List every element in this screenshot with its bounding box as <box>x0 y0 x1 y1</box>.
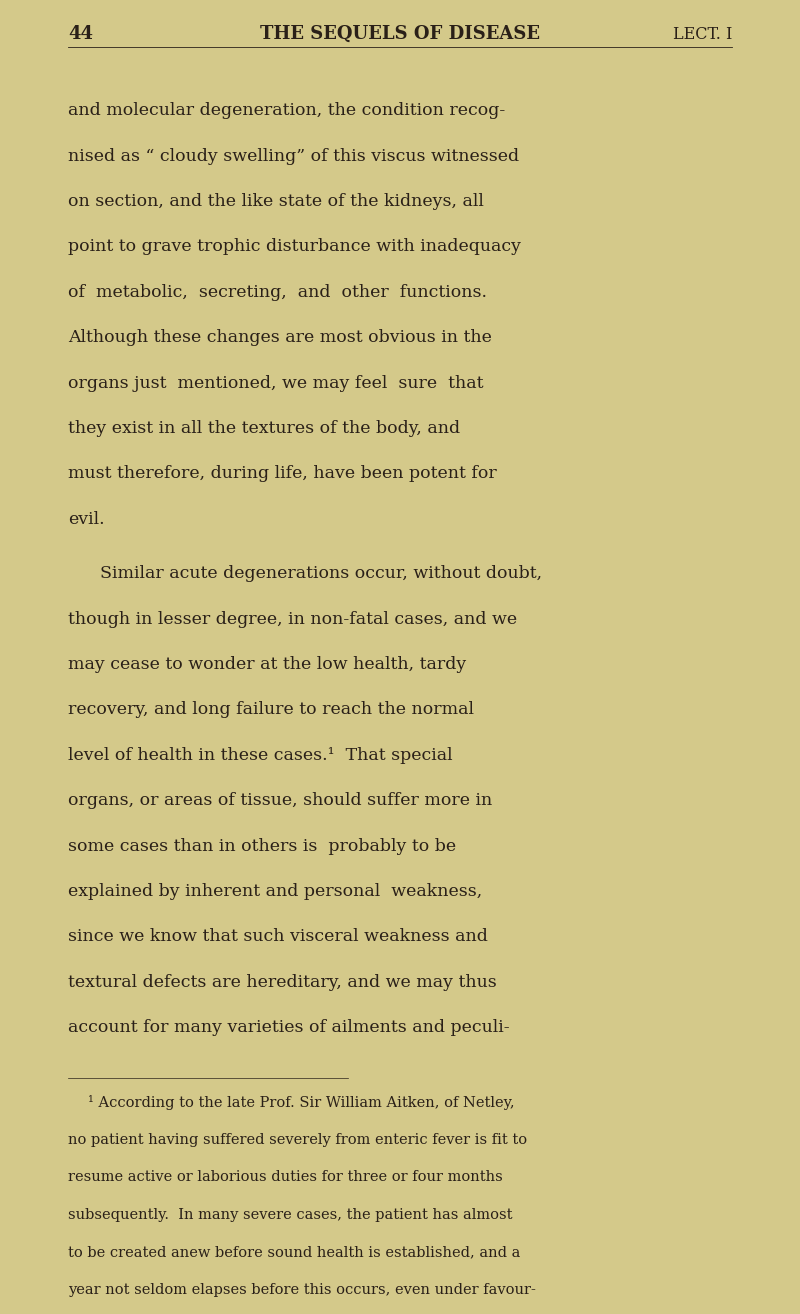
Text: account for many varieties of ailments and peculi-: account for many varieties of ailments a… <box>68 1020 510 1037</box>
Text: LECT. I: LECT. I <box>673 26 732 43</box>
Text: Although these changes are most obvious in the: Although these changes are most obvious … <box>68 330 492 346</box>
Text: organs, or areas of tissue, should suffer more in: organs, or areas of tissue, should suffe… <box>68 792 492 809</box>
Text: point to grave trophic disturbance with inadequacy: point to grave trophic disturbance with … <box>68 238 521 255</box>
Text: they exist in all the textures of the body, and: they exist in all the textures of the bo… <box>68 420 460 438</box>
Text: THE SEQUELS OF DISEASE: THE SEQUELS OF DISEASE <box>260 25 540 43</box>
Text: year not seldom elapses before this occurs, even under favour-: year not seldom elapses before this occu… <box>68 1282 536 1297</box>
Text: and molecular degeneration, the condition recog-: and molecular degeneration, the conditio… <box>68 102 506 120</box>
Text: evil.: evil. <box>68 511 105 528</box>
Text: subsequently.  In many severe cases, the patient has almost: subsequently. In many severe cases, the … <box>68 1208 513 1222</box>
Text: may cease to wonder at the low health, tardy: may cease to wonder at the low health, t… <box>68 656 466 673</box>
Text: of  metabolic,  secreting,  and  other  functions.: of metabolic, secreting, and other funct… <box>68 284 487 301</box>
Text: organs just  mentioned, we may feel  sure  that: organs just mentioned, we may feel sure … <box>68 374 483 392</box>
Text: since we know that such visceral weakness and: since we know that such visceral weaknes… <box>68 929 488 946</box>
Text: nised as “ cloudy swelling” of this viscus witnessed: nised as “ cloudy swelling” of this visc… <box>68 147 519 164</box>
Text: resume active or laborious duties for three or four months: resume active or laborious duties for th… <box>68 1171 502 1184</box>
Text: Similar acute degenerations occur, without doubt,: Similar acute degenerations occur, witho… <box>100 565 542 582</box>
Text: 44: 44 <box>68 25 93 43</box>
Text: explained by inherent and personal  weakness,: explained by inherent and personal weakn… <box>68 883 482 900</box>
Text: some cases than in others is  probably to be: some cases than in others is probably to… <box>68 838 456 854</box>
Text: must therefore, during life, have been potent for: must therefore, during life, have been p… <box>68 465 497 482</box>
Text: textural defects are hereditary, and we may thus: textural defects are hereditary, and we … <box>68 974 497 991</box>
Text: no patient having suffered severely from enteric fever is fit to: no patient having suffered severely from… <box>68 1133 527 1147</box>
Text: to be created anew before sound health is established, and a: to be created anew before sound health i… <box>68 1246 520 1259</box>
Text: on section, and the like state of the kidneys, all: on section, and the like state of the ki… <box>68 193 484 210</box>
Text: recovery, and long failure to reach the normal: recovery, and long failure to reach the … <box>68 702 474 719</box>
Text: though in lesser degree, in non-fatal cases, and we: though in lesser degree, in non-fatal ca… <box>68 611 517 628</box>
Text: ¹ According to the late Prof. Sir William Aitken, of Netley,: ¹ According to the late Prof. Sir Willia… <box>88 1096 514 1110</box>
Text: level of health in these cases.¹  That special: level of health in these cases.¹ That sp… <box>68 746 453 763</box>
